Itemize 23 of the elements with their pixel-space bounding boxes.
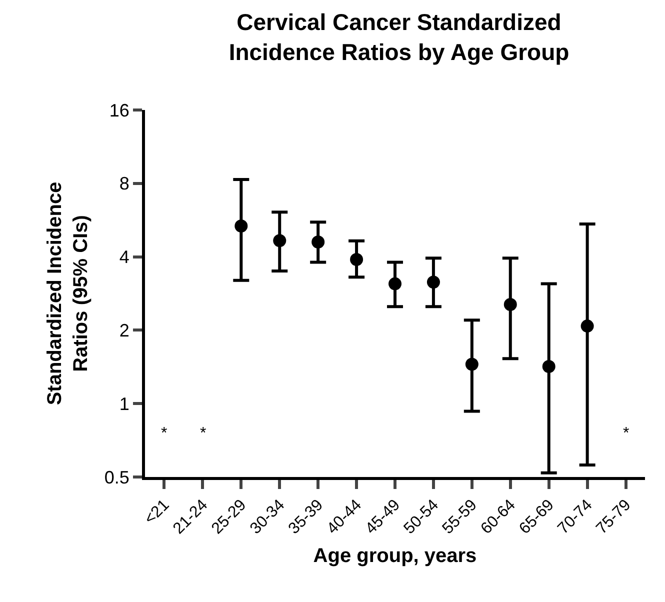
point: [234, 220, 248, 233]
y-tick-label: 8: [119, 174, 130, 194]
point: [504, 298, 517, 311]
point: [273, 234, 286, 248]
x-tick-label: <21: [142, 496, 173, 528]
point: [388, 277, 402, 290]
point: [465, 358, 478, 371]
y-tick-label: 1: [119, 394, 130, 414]
point: [350, 252, 364, 266]
x-axis-title: Age group, years: [313, 545, 477, 568]
y-tick-label: 0.5: [104, 467, 130, 488]
annotation: *: [161, 425, 168, 442]
annotation: *: [623, 425, 630, 442]
point: [580, 320, 594, 333]
y-tick-label: 16: [109, 100, 130, 120]
annotation: *: [200, 425, 206, 442]
point: [426, 276, 440, 289]
point: [542, 360, 556, 373]
chart-title: Cervical Cancer Standardized Incidence Ratios by Age Group: [228, 9, 570, 65]
y-axis-title: Standardized Incidence Ratios (95% CIs): [44, 182, 92, 406]
y-tick-label: 2: [119, 320, 130, 340]
point: [312, 236, 325, 248]
y-tick-label: 4: [119, 247, 130, 268]
